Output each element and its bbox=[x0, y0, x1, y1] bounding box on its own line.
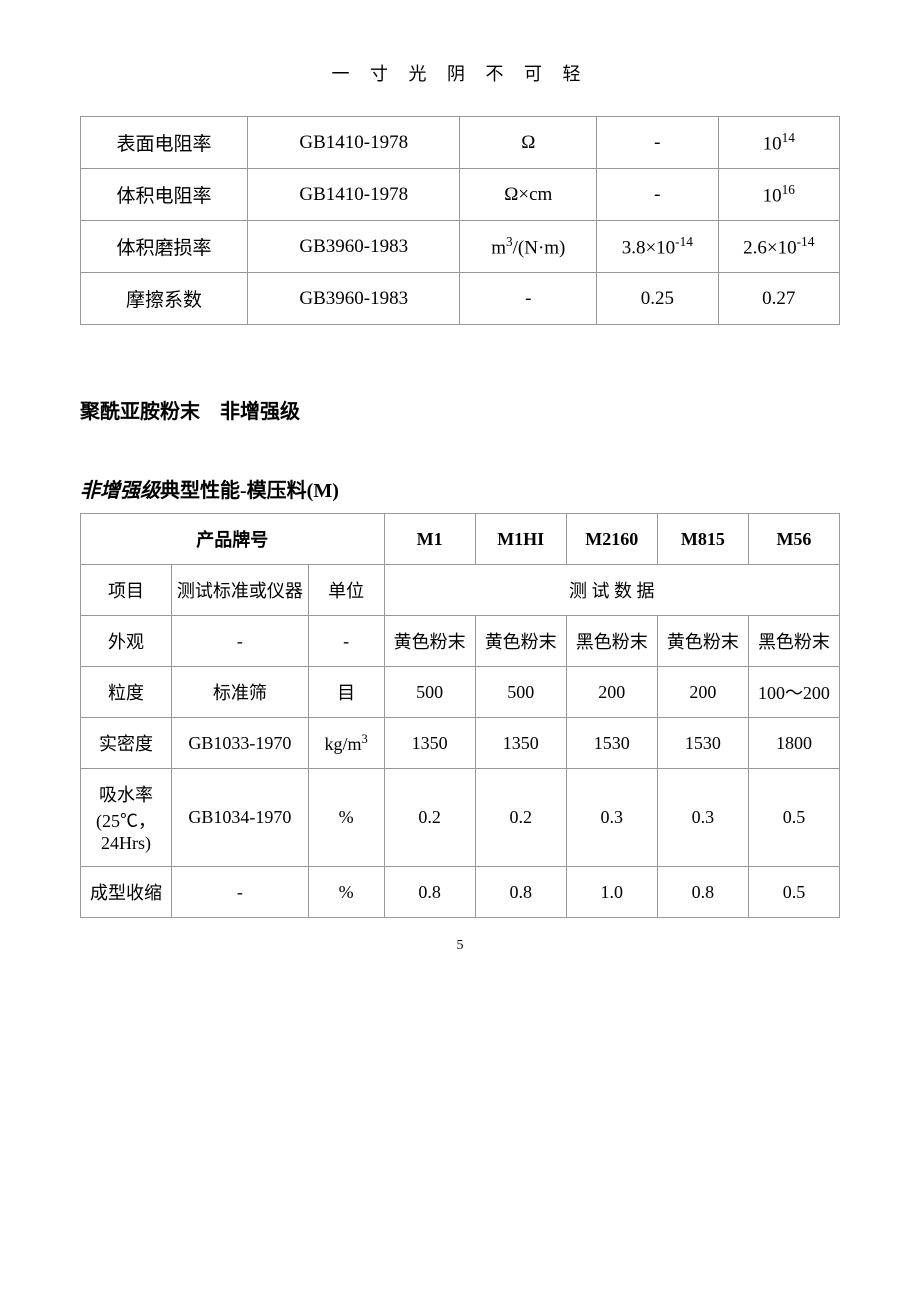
cell-value: - bbox=[597, 169, 718, 221]
section-title: 聚酰亚胺粉末 非增强级 bbox=[80, 395, 840, 424]
cell-unit: 目 bbox=[308, 667, 384, 718]
cell-unit: Ω×cm bbox=[460, 169, 597, 221]
cell-value: 200 bbox=[657, 667, 748, 718]
cell-value: 黑色粉末 bbox=[748, 616, 839, 667]
header-col: M815 bbox=[657, 514, 748, 565]
cell-value: 0.8 bbox=[475, 867, 566, 918]
properties-table-2: 产品牌号 M1 M1HI M2160 M815 M56 项目 测试标准或仪器 单… bbox=[80, 513, 840, 918]
cell-value: 黄色粉末 bbox=[384, 616, 475, 667]
cell-value: 0.3 bbox=[566, 769, 657, 867]
subheader-item: 项目 bbox=[81, 565, 172, 616]
cell-property: 摩擦系数 bbox=[81, 273, 248, 325]
cell-standard: GB1410-1978 bbox=[247, 117, 460, 169]
table-row: 吸水率(25℃，24Hrs) GB1034-1970 % 0.2 0.2 0.3… bbox=[81, 769, 840, 867]
cell-unit: kg/m3 bbox=[308, 718, 384, 769]
table-row: 体积电阻率 GB1410-1978 Ω×cm - 1016 bbox=[81, 169, 840, 221]
cell-value: 0.5 bbox=[748, 867, 839, 918]
header-col: M2160 bbox=[566, 514, 657, 565]
cell-value: 1016 bbox=[718, 169, 839, 221]
properties-table-1: 表面电阻率 GB1410-1978 Ω - 1014 体积电阻率 GB1410-… bbox=[80, 116, 840, 325]
cell-value: 100～200 bbox=[748, 667, 839, 718]
table-row: 外观 - - 黄色粉末 黄色粉末 黑色粉末 黄色粉末 黑色粉末 bbox=[81, 616, 840, 667]
cell-value: 500 bbox=[384, 667, 475, 718]
header-col: M56 bbox=[748, 514, 839, 565]
cell-item: 吸水率(25℃，24Hrs) bbox=[81, 769, 172, 867]
cell-value: 黄色粉末 bbox=[657, 616, 748, 667]
cell-unit: m3/(N·m) bbox=[460, 221, 597, 273]
cell-property: 体积磨损率 bbox=[81, 221, 248, 273]
subheader-data: 测 试 数 据 bbox=[384, 565, 839, 616]
page-number: 5 bbox=[80, 938, 840, 954]
cell-std: - bbox=[172, 616, 309, 667]
cell-value: 1350 bbox=[475, 718, 566, 769]
cell-value: 0.2 bbox=[384, 769, 475, 867]
cell-value: 500 bbox=[475, 667, 566, 718]
page-header: 一 寸 光 阴 不 可 轻 bbox=[80, 60, 840, 86]
cell-unit: Ω bbox=[460, 117, 597, 169]
cell-property: 体积电阻率 bbox=[81, 169, 248, 221]
cell-standard: GB3960-1983 bbox=[247, 221, 460, 273]
cell-value: 0.5 bbox=[748, 769, 839, 867]
table-row: 成型收缩 - % 0.8 0.8 1.0 0.8 0.5 bbox=[81, 867, 840, 918]
cell-value: 1800 bbox=[748, 718, 839, 769]
subheader-unit: 单位 bbox=[308, 565, 384, 616]
subheader-std: 测试标准或仪器 bbox=[172, 565, 309, 616]
cell-value: - bbox=[597, 117, 718, 169]
cell-unit: - bbox=[460, 273, 597, 325]
cell-item: 成型收缩 bbox=[81, 867, 172, 918]
cell-value: 200 bbox=[566, 667, 657, 718]
cell-value: 1350 bbox=[384, 718, 475, 769]
cell-std: GB1034-1970 bbox=[172, 769, 309, 867]
table-row: 表面电阻率 GB1410-1978 Ω - 1014 bbox=[81, 117, 840, 169]
cell-property: 表面电阻率 bbox=[81, 117, 248, 169]
subsection-rest: 典型性能-模压料(M) bbox=[160, 480, 339, 502]
table-row: 粒度 标准筛 目 500 500 200 200 100～200 bbox=[81, 667, 840, 718]
table-subheader-row: 项目 测试标准或仪器 单位 测 试 数 据 bbox=[81, 565, 840, 616]
cell-item: 粒度 bbox=[81, 667, 172, 718]
cell-standard: GB3960-1983 bbox=[247, 273, 460, 325]
cell-std: GB1033-1970 bbox=[172, 718, 309, 769]
table-header-row: 产品牌号 M1 M1HI M2160 M815 M56 bbox=[81, 514, 840, 565]
cell-unit: % bbox=[308, 769, 384, 867]
subsection-title: 非增强级典型性能-模压料(M) bbox=[80, 474, 840, 503]
cell-value: 1.0 bbox=[566, 867, 657, 918]
cell-value: 黄色粉末 bbox=[475, 616, 566, 667]
table-row: 实密度 GB1033-1970 kg/m3 1350 1350 1530 153… bbox=[81, 718, 840, 769]
cell-value: 2.6×10-14 bbox=[718, 221, 839, 273]
cell-value: 0.8 bbox=[657, 867, 748, 918]
header-col: M1 bbox=[384, 514, 475, 565]
cell-value: 0.25 bbox=[597, 273, 718, 325]
cell-value: 0.3 bbox=[657, 769, 748, 867]
cell-value: 1530 bbox=[566, 718, 657, 769]
header-brand: 产品牌号 bbox=[81, 514, 385, 565]
cell-std: 标准筛 bbox=[172, 667, 309, 718]
cell-value: 0.2 bbox=[475, 769, 566, 867]
cell-value: 1014 bbox=[718, 117, 839, 169]
header-col: M1HI bbox=[475, 514, 566, 565]
cell-item: 外观 bbox=[81, 616, 172, 667]
cell-unit: - bbox=[308, 616, 384, 667]
cell-value: 3.8×10-14 bbox=[597, 221, 718, 273]
table-row: 摩擦系数 GB3960-1983 - 0.25 0.27 bbox=[81, 273, 840, 325]
cell-value: 0.8 bbox=[384, 867, 475, 918]
cell-standard: GB1410-1978 bbox=[247, 169, 460, 221]
cell-value: 黑色粉末 bbox=[566, 616, 657, 667]
table-row: 体积磨损率 GB3960-1983 m3/(N·m) 3.8×10-14 2.6… bbox=[81, 221, 840, 273]
cell-value: 0.27 bbox=[718, 273, 839, 325]
cell-value: 1530 bbox=[657, 718, 748, 769]
cell-item: 实密度 bbox=[81, 718, 172, 769]
cell-std: - bbox=[172, 867, 309, 918]
cell-unit: % bbox=[308, 867, 384, 918]
subsection-italic: 非增强级 bbox=[80, 480, 160, 502]
